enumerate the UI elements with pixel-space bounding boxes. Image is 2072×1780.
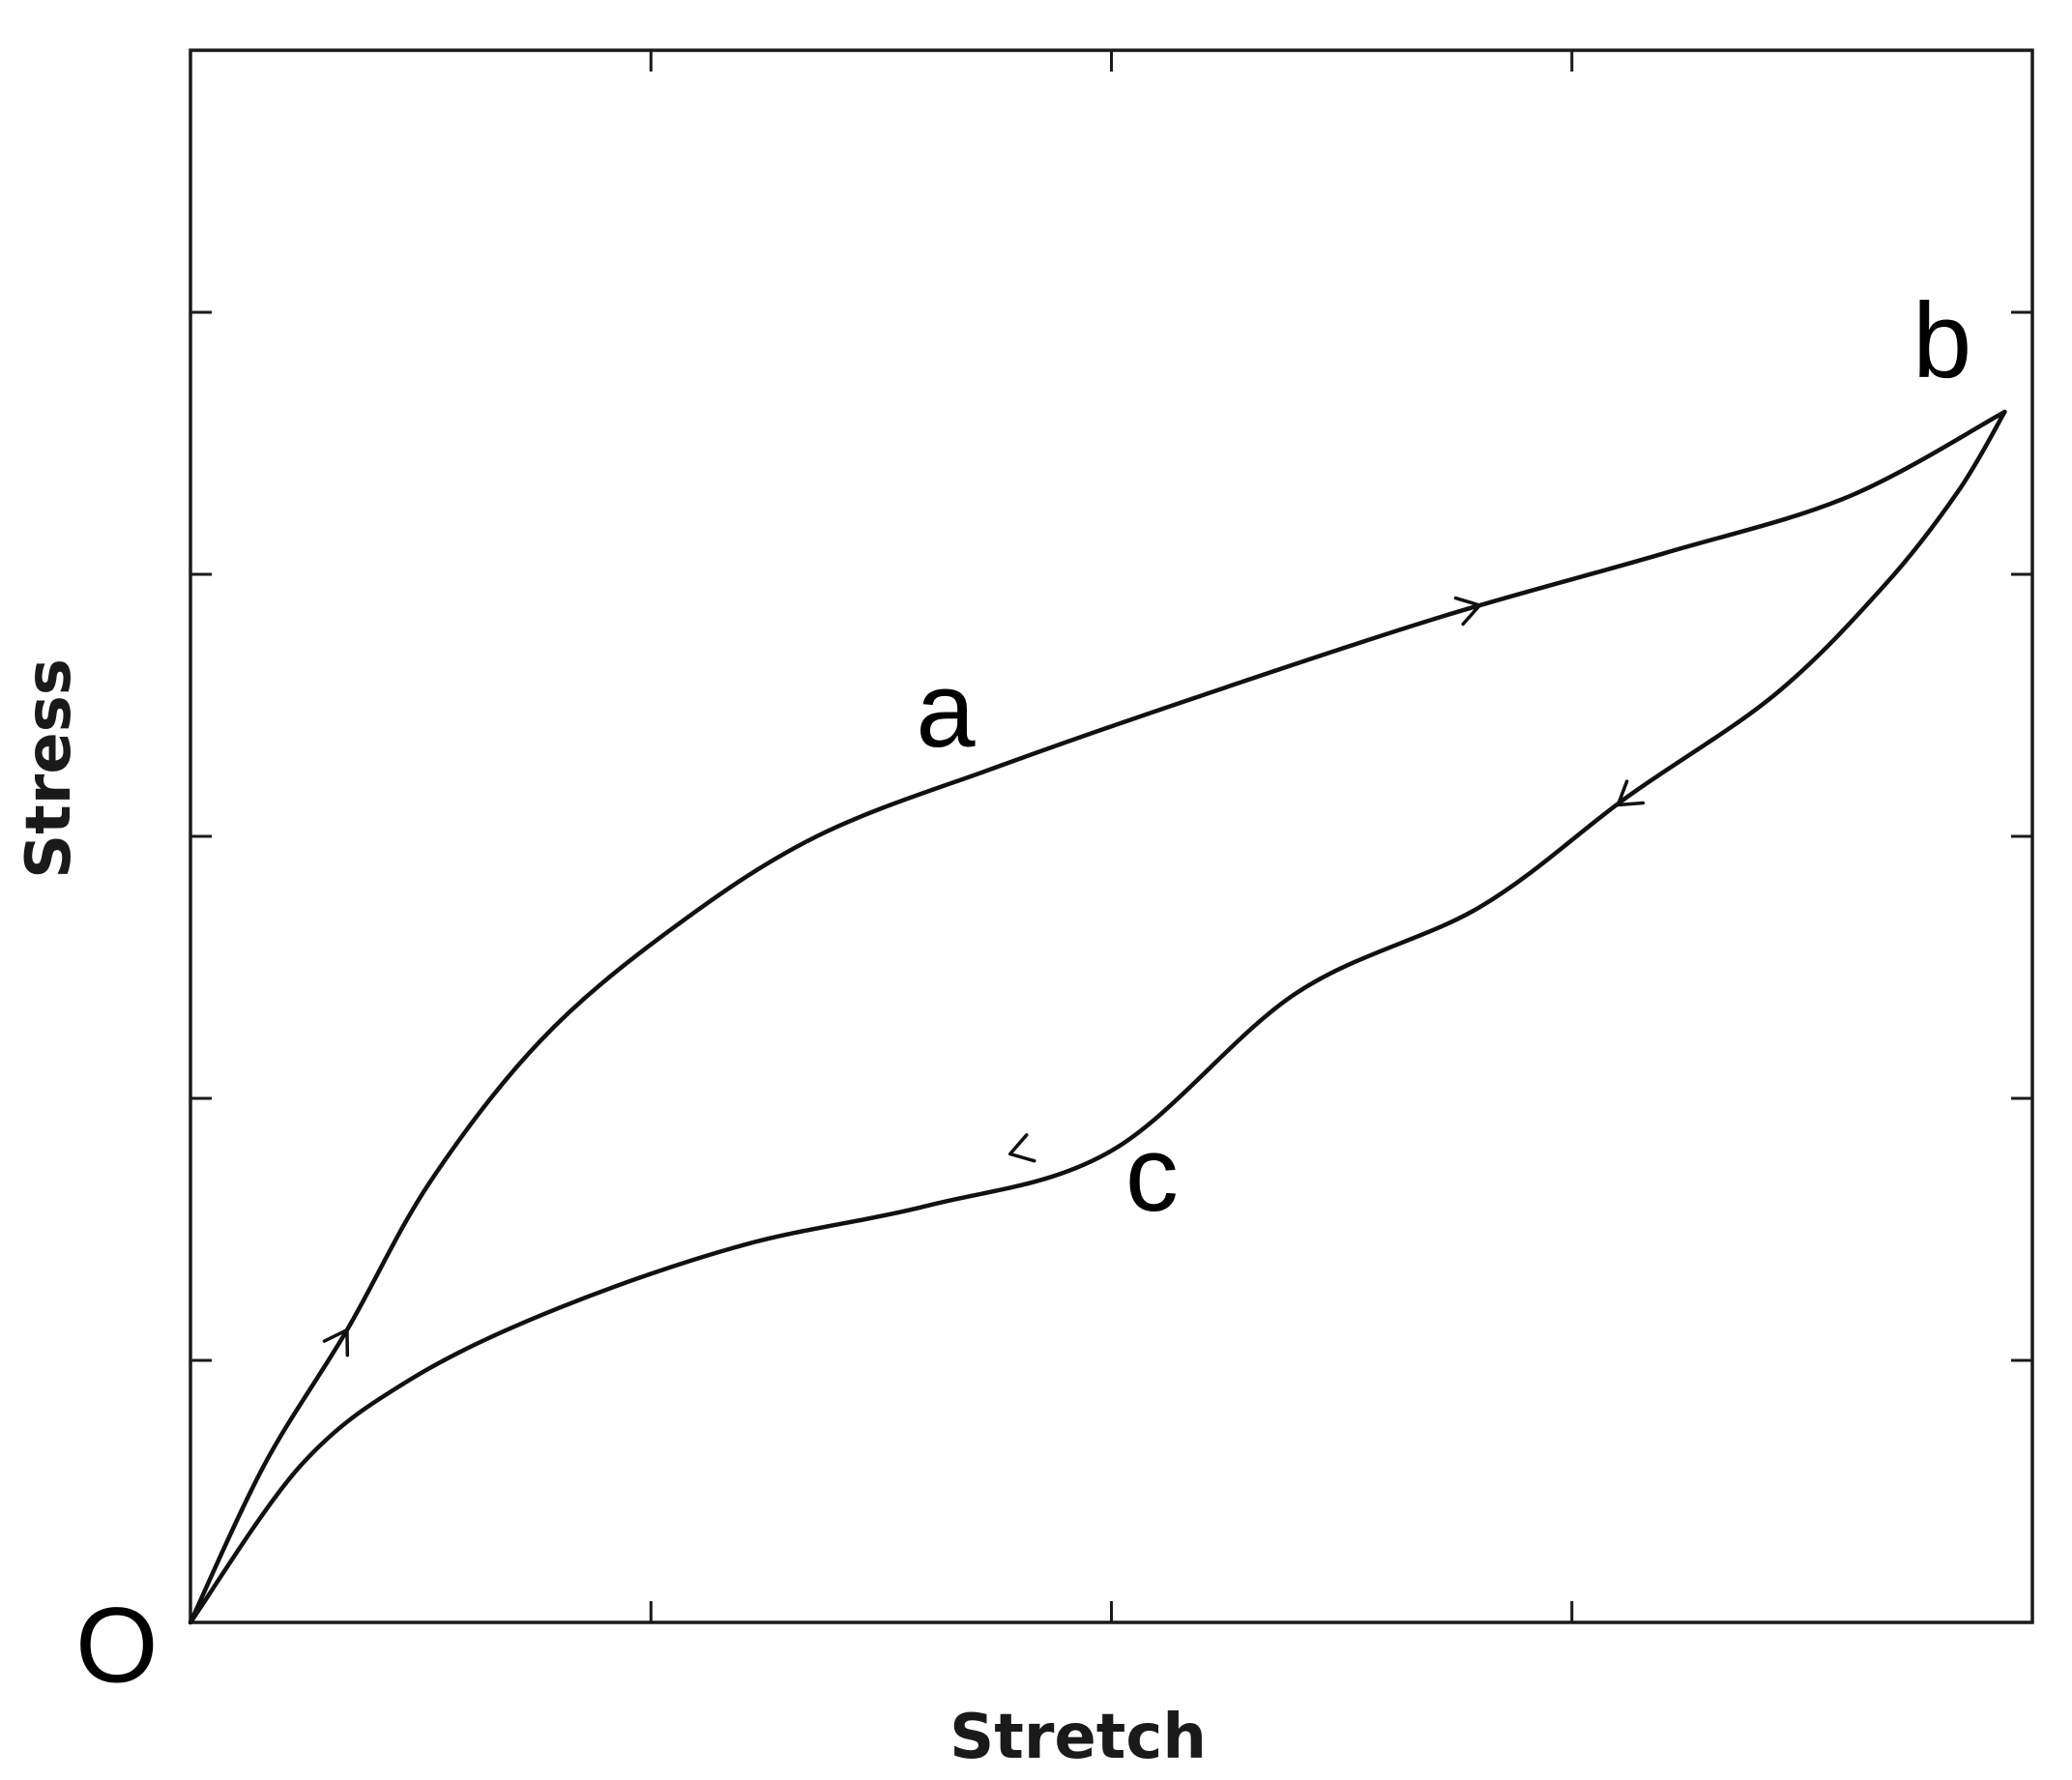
direction-arrow-c [1007,1133,1036,1163]
direction-arrow-c [1616,779,1646,807]
label-c: c [1125,1115,1179,1234]
direction-arrows [322,596,1646,1357]
label-a: a [916,651,976,770]
direction-arrow-a [1453,596,1482,627]
y-axis-label: Stress [14,658,85,879]
axis-ticks [190,50,2032,1622]
curve-a [188,409,2007,1625]
label-o: O [75,1587,159,1706]
curve-c [188,409,2007,1625]
curves [188,409,2007,1625]
label-b: b [1912,281,1971,400]
x-axis-label: Stretch [949,1702,1207,1773]
point-labels: Oa b c [75,281,1971,1706]
direction-arrow-a [322,1328,350,1357]
plot-frame [189,48,2034,1624]
